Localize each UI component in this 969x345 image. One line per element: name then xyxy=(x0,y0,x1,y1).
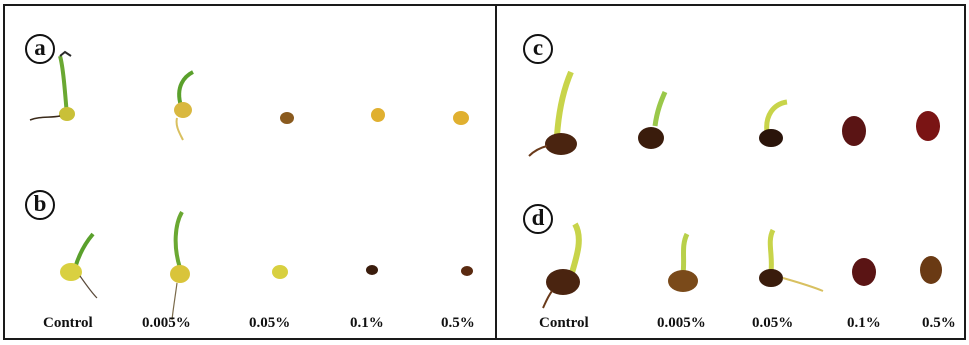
seed-a-05 xyxy=(453,111,469,125)
panel-label-d: d xyxy=(523,204,553,234)
left-caption-01: 0.1% xyxy=(350,315,384,331)
panel-label-b: b xyxy=(25,190,55,220)
seed-c-05 xyxy=(916,111,940,141)
right-caption-05: 0.5% xyxy=(922,315,956,331)
left-caption-05: 0.5% xyxy=(441,315,475,331)
seedling-c-control xyxy=(528,70,577,157)
seed-b-005 xyxy=(272,265,288,279)
panel-label-a: a xyxy=(25,34,55,64)
seed-c-01 xyxy=(842,116,866,146)
seed-a-005 xyxy=(280,112,294,124)
seed-a-01 xyxy=(371,108,385,122)
left-seedlings-image xyxy=(29,50,473,321)
right-caption-control: Control xyxy=(539,315,589,331)
seed-d-05 xyxy=(920,256,942,284)
seedling-d-005 xyxy=(759,228,824,292)
left-caption-0005: 0.005% xyxy=(142,315,191,331)
seed-d-01 xyxy=(852,258,876,286)
seed-b-05 xyxy=(461,266,473,276)
right-caption-01: 0.1% xyxy=(847,315,881,331)
seedling-a-0005 xyxy=(174,70,194,141)
seedling-c-0005 xyxy=(638,90,668,149)
seedling-d-0005 xyxy=(668,232,698,292)
seedling-d-control xyxy=(542,222,582,309)
panel-label-c: c xyxy=(523,34,553,64)
seedling-c-005 xyxy=(759,99,788,147)
right-seedlings-image xyxy=(528,70,942,309)
seedling-b-0005 xyxy=(170,210,190,321)
right-figure-panel: c d xyxy=(495,4,966,340)
seed-b-01 xyxy=(366,265,378,275)
right-caption-0005: 0.005% xyxy=(657,315,706,331)
left-caption-control: Control xyxy=(43,315,93,331)
left-figure-panel: a b Control 0. xyxy=(3,4,497,340)
seedling-b-control xyxy=(60,232,98,299)
left-caption-005: 0.05% xyxy=(249,315,291,331)
right-caption-005: 0.05% xyxy=(752,315,794,331)
seedling-a-control xyxy=(29,50,75,121)
